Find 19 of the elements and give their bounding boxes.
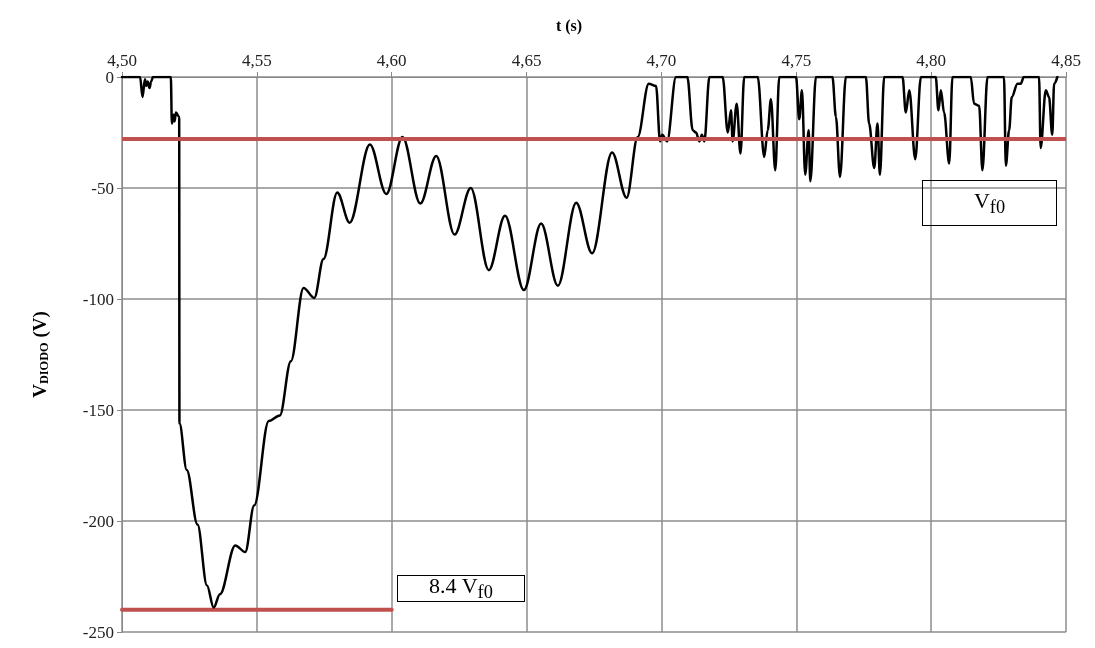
y-tick-label: -200 [82,511,114,531]
y-tick-label: -150 [82,400,114,420]
y-tick-label: -100 [82,289,114,309]
y-axis-title: VDIODO (V) [29,311,52,398]
y-tick-label: -50 [91,178,114,198]
x-tick-label: 4,60 [376,51,407,70]
y-tick-label: 0 [105,67,114,87]
x-tick-label: 4,65 [511,51,542,70]
line-series [120,75,1059,609]
annotation: 8.4 V$_{f0}$ [429,573,493,604]
x-tick-label: 4,70 [646,51,677,70]
y-tick-label: -250 [82,622,114,642]
x-axis-title: t (s) [555,16,583,35]
x-tick-label: 4,80 [916,51,947,70]
x-tick-label: 4,55 [241,51,272,70]
x-tick-label: 4,75 [781,51,812,70]
x-tick-label: 4,50 [107,51,137,70]
annotation: V$_{f0}$ [973,187,1006,219]
x-tick-label: 4,85 [1051,51,1081,70]
